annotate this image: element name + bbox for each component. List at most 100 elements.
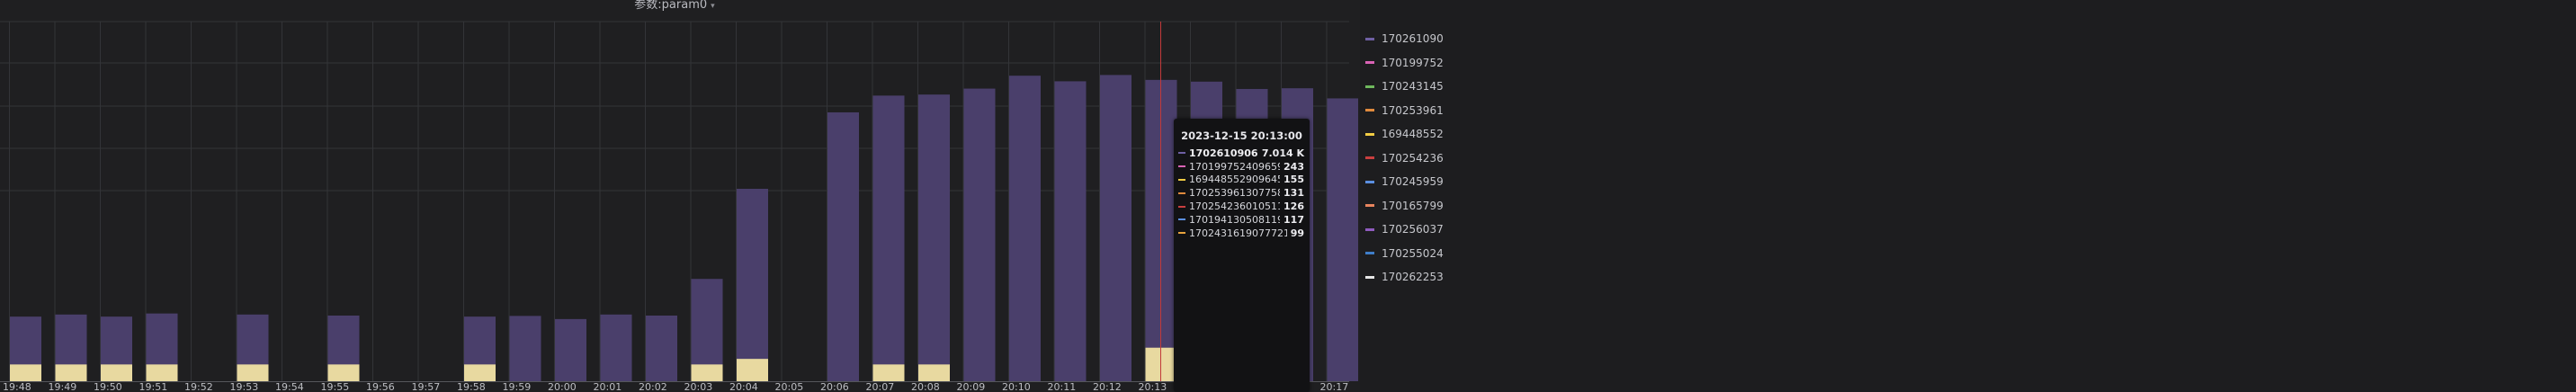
legend-label: 170261090 <box>1382 32 1444 45</box>
tooltip-value: 155 <box>1284 174 1304 186</box>
x-tick-label: 20:01 <box>594 381 622 392</box>
x-tick-label: 20:09 <box>957 381 986 392</box>
tooltip-row: 170254236010511015: 126 <box>1174 200 1310 213</box>
tooltip-value: 126 <box>1284 200 1304 213</box>
tooltip-series-name: 170254236010511015: <box>1189 200 1280 213</box>
bar-secondary[interactable] <box>55 364 87 381</box>
bar-secondary[interactable] <box>327 364 360 381</box>
tooltip-rows: 170261090609648690:7.014 K17019975240965… <box>1174 147 1310 240</box>
bar-secondary[interactable] <box>737 359 768 381</box>
tooltip-series-name: 170243161907772113: <box>1189 227 1287 239</box>
bar-secondary[interactable] <box>918 364 950 381</box>
x-tick-label: 19:54 <box>275 381 304 392</box>
x-tick-label: 20:05 <box>775 381 804 392</box>
x-tick-label: 20:00 <box>548 381 577 392</box>
legend-item[interactable]: 170245959 <box>1360 174 1444 190</box>
legend-swatch <box>1365 204 1374 207</box>
legend-item[interactable]: 170256037 <box>1360 221 1444 237</box>
tooltip-swatch <box>1178 218 1185 221</box>
bar-secondary[interactable] <box>691 364 723 381</box>
x-tick-label: 20:07 <box>866 381 895 392</box>
tooltip-row: 169448552909645626: 155 <box>1174 174 1310 187</box>
tooltip-row: 170199752409659181: 243 <box>1174 160 1310 174</box>
tooltip-value: 99 <box>1290 227 1304 239</box>
x-tick-label: 19:56 <box>366 381 395 392</box>
bar-main[interactable] <box>555 318 586 381</box>
bar-main[interactable] <box>691 279 723 381</box>
bar-main[interactable] <box>509 316 541 381</box>
bar-secondary[interactable] <box>101 364 132 381</box>
legend-label: 170255024 <box>1382 246 1444 260</box>
bar-main[interactable] <box>646 315 677 381</box>
legend-item[interactable]: 169448552 <box>1360 126 1444 142</box>
legend-swatch <box>1365 180 1374 183</box>
x-tick-label: 20:03 <box>684 381 713 392</box>
tooltip-series-name: 170261090609648690: <box>1189 147 1258 159</box>
legend-label: 170254236 <box>1382 151 1444 165</box>
bar-main[interactable] <box>872 95 905 382</box>
bar-main[interactable] <box>963 88 996 381</box>
legend-swatch <box>1365 132 1374 136</box>
hover-tooltip: 2023-12-15 20:13:00 170261090609648690:7… <box>1174 119 1310 392</box>
legend-label: 170256037 <box>1382 223 1444 236</box>
x-tick-label: 20:17 <box>1320 381 1349 392</box>
legend-swatch <box>1365 85 1374 88</box>
bar-secondary[interactable] <box>10 364 41 381</box>
panel-title-text: 参数:param0 <box>634 0 708 12</box>
bar-main[interactable] <box>1100 75 1131 381</box>
legend-swatch <box>1365 109 1374 111</box>
bar-main[interactable] <box>737 189 768 381</box>
tooltip-value: 7.014 K <box>1261 147 1304 159</box>
bar-main[interactable] <box>1327 98 1359 381</box>
legend-swatch <box>1365 227 1374 231</box>
legend-label: 170243145 <box>1382 80 1444 93</box>
legend-item[interactable]: 170255024 <box>1360 245 1444 262</box>
legend-swatch <box>1365 275 1374 279</box>
legend-label: 169448552 <box>1382 128 1444 140</box>
x-tick-label: 20:06 <box>820 381 849 392</box>
bar-secondary[interactable] <box>146 364 178 381</box>
bar-chart[interactable]: 19:48 19:49 19:50 19:51 19:52 19:53 19:54 19:55… <box>0 0 1358 392</box>
legend-item[interactable]: 170254236 <box>1360 150 1444 166</box>
x-tick-label: 20:08 <box>911 381 940 392</box>
x-tick-label: 20:13 <box>1139 381 1167 392</box>
tooltip-series-name: 170253961307758613: <box>1189 187 1280 200</box>
x-tick-label: 19:55 <box>321 381 350 392</box>
x-tick-label: 19:53 <box>230 381 259 392</box>
legend-item[interactable]: 170262253 <box>1360 269 1444 285</box>
bar-secondary[interactable] <box>464 364 496 381</box>
x-tick-label: 20:11 <box>1048 381 1077 392</box>
bar-main[interactable] <box>1054 81 1087 381</box>
x-tick-label: 19:51 <box>139 381 168 392</box>
tooltip-row: 170243161907772113:99 <box>1174 227 1310 240</box>
tooltip-swatch <box>1178 165 1185 168</box>
bar-secondary[interactable] <box>872 364 905 381</box>
x-tick-label: 20:10 <box>1002 381 1031 392</box>
legend-item[interactable]: 170253961 <box>1360 102 1444 119</box>
legend-label: 170199752 <box>1382 56 1444 69</box>
tooltip-swatch <box>1178 152 1185 155</box>
legend-item[interactable]: 170199752 <box>1360 55 1444 71</box>
legend-item[interactable]: 170165799 <box>1360 198 1444 214</box>
x-tick-label: 19:49 <box>49 381 77 392</box>
panel-title[interactable]: 参数:param0 ▾ <box>0 0 1349 16</box>
legend-label: 170262253 <box>1382 271 1444 283</box>
x-tick-label: 19:59 <box>503 381 532 392</box>
bar-secondary[interactable] <box>237 364 269 381</box>
bar-main[interactable] <box>600 314 632 381</box>
legend: 170261090 170199752 170243145 170253961 1694… <box>1360 0 2576 392</box>
tooltip-series-name: 170199752409659181: <box>1189 160 1280 173</box>
legend-swatch <box>1365 61 1374 64</box>
legend-item[interactable]: 170243145 <box>1360 78 1444 94</box>
tooltip-value: 117 <box>1284 213 1304 226</box>
legend-item[interactable]: 170261090 <box>1360 31 1444 47</box>
bar-main[interactable] <box>827 111 859 381</box>
bar-main[interactable] <box>1009 76 1041 381</box>
x-tick-label: 19:50 <box>94 381 122 392</box>
tooltip-row: 170253961307758613: 131 <box>1174 186 1310 200</box>
tooltip-series-name: 170194130508119418: <box>1189 213 1280 226</box>
bar-main[interactable] <box>918 94 950 382</box>
tooltip-swatch <box>1178 178 1185 181</box>
x-tick-label: 20:04 <box>729 381 758 392</box>
tooltip-series-name: 169448552909645626: <box>1189 174 1280 186</box>
